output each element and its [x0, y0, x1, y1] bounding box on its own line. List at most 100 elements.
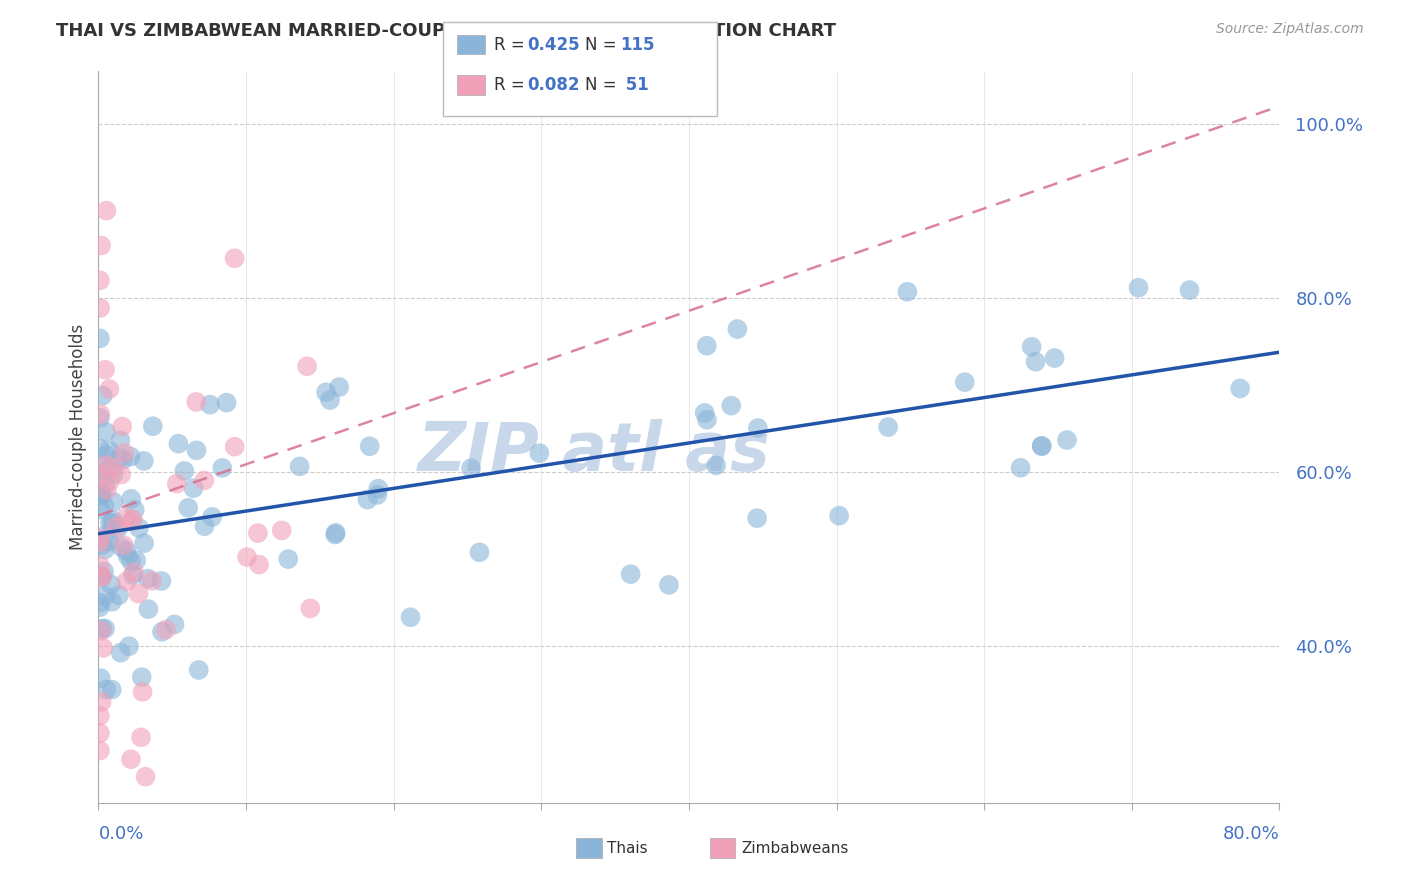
Point [193, 474, 215, 488]
Point [93, 565, 115, 579]
Point [155, 623, 177, 637]
Point [288, 459, 311, 474]
Point [90, 571, 112, 585]
Y-axis label: Married-couple Households: Married-couple Households [69, 324, 87, 550]
Point [115, 544, 138, 558]
Point [132, 454, 155, 468]
Point [101, 514, 124, 528]
Point [91, 569, 114, 583]
Point [1229, 381, 1251, 395]
Point [246, 526, 269, 541]
Point [90, 671, 112, 685]
Point [105, 520, 128, 534]
Point [98, 516, 121, 530]
Point [187, 663, 209, 677]
Point [89, 331, 111, 345]
Text: 51: 51 [620, 76, 648, 94]
Point [122, 565, 145, 579]
Point [94, 682, 117, 697]
Point [725, 322, 748, 336]
Point [107, 521, 129, 535]
Point [96, 203, 118, 218]
Point [1056, 433, 1078, 447]
Point [111, 419, 134, 434]
Point [89, 442, 111, 456]
Text: 0.082: 0.082 [527, 76, 579, 94]
Point [367, 482, 389, 496]
Point [98, 382, 121, 396]
Point [117, 549, 139, 564]
Point [201, 510, 224, 524]
Point [120, 514, 142, 528]
Point [91, 622, 114, 636]
Point [1031, 439, 1053, 453]
Text: N =: N = [585, 76, 621, 94]
Point [90, 624, 112, 638]
Point [100, 682, 122, 697]
Point [124, 503, 146, 517]
Point [270, 524, 292, 538]
Point [94, 542, 117, 557]
Point [136, 572, 159, 586]
Point [131, 670, 153, 684]
Point [186, 443, 208, 458]
Point [108, 588, 131, 602]
Point [177, 500, 200, 515]
Point [745, 511, 768, 525]
Point [89, 570, 111, 584]
Point [94, 477, 117, 491]
Point [198, 398, 221, 412]
Point [356, 492, 378, 507]
Point [120, 554, 142, 568]
Point [89, 535, 111, 549]
Text: N =: N = [585, 36, 621, 54]
Point [97, 443, 120, 458]
Point [89, 726, 111, 740]
Point [323, 527, 346, 541]
Point [89, 411, 111, 425]
Point [96, 462, 118, 476]
Point [89, 600, 111, 615]
Point [183, 481, 205, 495]
Point [100, 577, 122, 591]
Point [720, 399, 742, 413]
Point [696, 339, 718, 353]
Text: Source: ZipAtlas.com: Source: ZipAtlas.com [1216, 22, 1364, 37]
Point [211, 461, 233, 475]
Point [224, 440, 246, 454]
Point [122, 512, 145, 526]
Point [122, 568, 145, 582]
Point [953, 375, 976, 389]
Point [91, 538, 114, 552]
Point [460, 461, 482, 475]
Point [110, 434, 132, 448]
Point [1031, 439, 1053, 453]
Point [110, 467, 132, 482]
Point [89, 487, 111, 501]
Point [89, 531, 111, 545]
Point [90, 238, 112, 252]
Point [747, 421, 769, 435]
Point [89, 558, 111, 573]
Point [101, 516, 124, 530]
Point [127, 586, 149, 600]
Point [1043, 351, 1066, 365]
Text: 80.0%: 80.0% [1223, 824, 1279, 843]
Point [142, 419, 165, 434]
Point [693, 406, 716, 420]
Point [98, 475, 121, 489]
Point [94, 622, 117, 636]
Point [215, 395, 238, 409]
Point [103, 461, 125, 475]
Point [90, 695, 112, 709]
Point [96, 458, 118, 472]
Point [120, 450, 142, 464]
Point [163, 617, 186, 632]
Point [89, 301, 111, 315]
Text: THAI VS ZIMBABWEAN MARRIED-COUPLE HOUSEHOLDS CORRELATION CHART: THAI VS ZIMBABWEAN MARRIED-COUPLE HOUSEH… [56, 22, 837, 40]
Point [704, 458, 727, 473]
Point [277, 552, 299, 566]
Point [90, 466, 112, 480]
Point [90, 488, 112, 502]
Point [89, 483, 111, 498]
